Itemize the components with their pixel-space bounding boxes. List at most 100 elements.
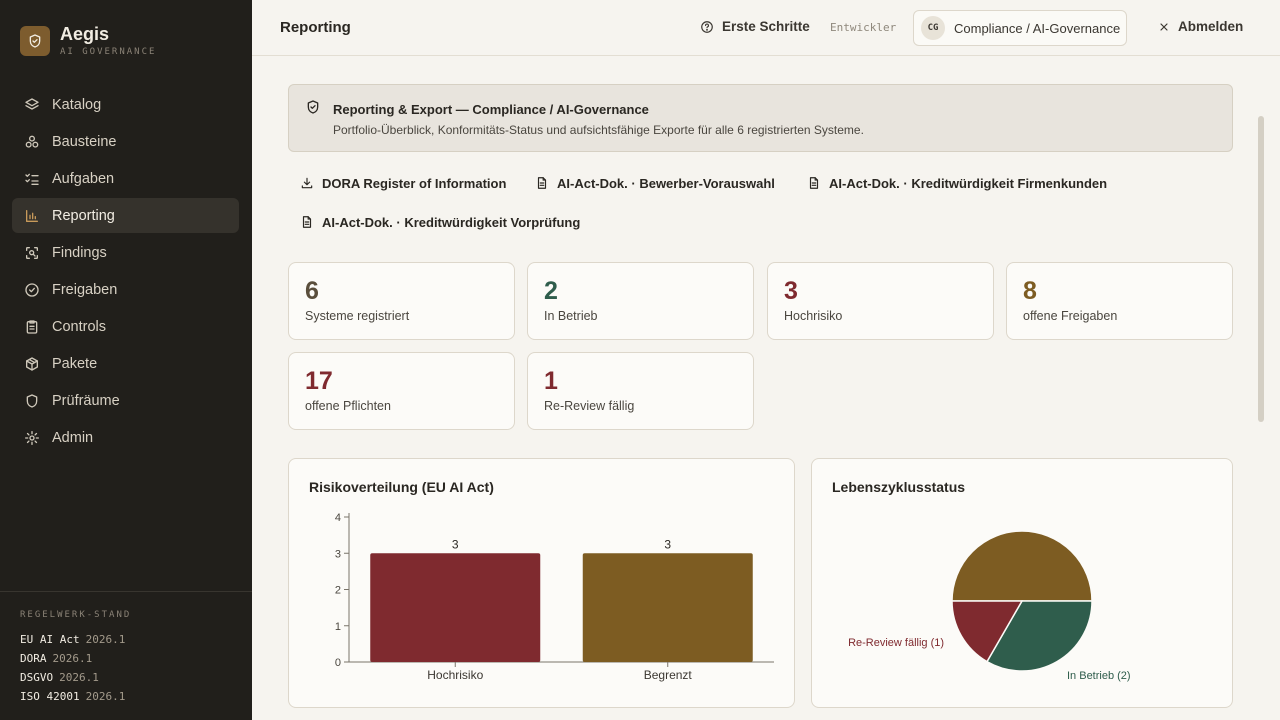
kpi-value: 17	[305, 367, 333, 395]
sidebar-item-prüfräume[interactable]: Prüfräume	[12, 383, 239, 418]
download-icon	[300, 176, 314, 190]
regulation-row: DORA 2026.1	[20, 649, 232, 668]
sidebar-item-controls[interactable]: Controls	[12, 309, 239, 344]
x-tick-label: Begrenzt	[644, 668, 693, 682]
export-button[interactable]: AI-Act-Dok. · Kreditwürdigkeit Vorprüfun…	[300, 209, 580, 235]
scrollbar[interactable]	[1258, 116, 1264, 422]
kpi-value: 1	[544, 367, 558, 395]
data-label: 3	[452, 537, 459, 551]
gear-icon	[24, 430, 40, 446]
y-tick-label: 0	[335, 657, 341, 669]
banner-description: Portfolio-Überblick, Konformitäts-Status…	[333, 123, 864, 137]
regulation-version: 2026.1	[52, 652, 93, 665]
kpi-label: Systeme registriert	[305, 309, 410, 323]
sidebar-item-aufgaben[interactable]: Aufgaben	[12, 161, 239, 196]
pie-slice	[951, 600, 1024, 663]
logout-label: Abmelden	[1178, 19, 1244, 34]
kpi-label: In Betrieb	[544, 309, 598, 323]
regulation-row: DSGVO 2026.1	[20, 668, 232, 687]
sidebar-item-label: Katalog	[52, 96, 102, 113]
kpi-card[interactable]: 2 In Betrieb	[527, 262, 754, 340]
regulation-version: 2026.1	[85, 633, 126, 646]
banner-title: Reporting & Export — Compliance / AI-Gov…	[333, 102, 649, 117]
regulation-status-heading: REGELWERK-STAND	[20, 610, 132, 620]
y-tick-label: 4	[335, 512, 341, 524]
sidebar: Aegis AI GOVERNANCE Katalog Bausteine Aufg…	[0, 0, 252, 720]
kpi-value: 8	[1023, 277, 1037, 305]
getting-started-button[interactable]: Erste Schritte	[700, 19, 810, 34]
y-tick-label: 3	[335, 548, 341, 560]
slice-label: Re-Review fällig (1)	[848, 637, 944, 649]
bar-chart-icon	[24, 208, 40, 224]
logout-button[interactable]: Abmelden	[1158, 19, 1243, 34]
risk-distribution-card: Risikoverteilung (EU AI Act) 0 1 2 3 4 3 Hochr…	[288, 458, 795, 708]
x-tick-label: Hochrisiko	[427, 668, 483, 682]
y-tick-label: 2	[335, 585, 341, 597]
sidebar-item-katalog[interactable]: Katalog	[12, 87, 239, 122]
slice-label: In Betrieb (2)	[1067, 670, 1131, 682]
sidebar-item-admin[interactable]: Admin	[12, 420, 239, 455]
page-title: Reporting	[280, 19, 351, 36]
y-tick-label: 1	[335, 621, 341, 633]
export-button[interactable]: DORA Register of Information	[300, 170, 506, 196]
regulation-row: EU AI Act 2026.1	[20, 630, 232, 649]
layers-icon	[24, 97, 40, 113]
document-icon	[300, 215, 314, 229]
sidebar-item-bausteine[interactable]: Bausteine	[12, 124, 239, 159]
shield-check-icon	[20, 26, 50, 56]
sidebar-item-reporting[interactable]: Reporting	[12, 198, 239, 233]
shield-check-icon	[305, 99, 321, 120]
sidebar-item-freigaben[interactable]: Freigaben	[12, 272, 239, 307]
chart-title: Lebenszyklusstatus	[832, 479, 966, 495]
export-label: AI-Act-Dok. · Kreditwürdigkeit Firmenkun…	[829, 175, 1108, 191]
regulation-name: DORA	[20, 652, 47, 665]
kpi-card[interactable]: 8 offene Freigaben	[1006, 262, 1233, 340]
regulation-name: ISO 42001	[20, 690, 80, 703]
export-label: DORA Register of Information	[322, 175, 507, 191]
export-button[interactable]: AI-Act-Dok. · Kreditwürdigkeit Firmenkun…	[807, 170, 1107, 196]
bar	[582, 553, 753, 662]
document-icon	[535, 176, 549, 190]
getting-started-label: Erste Schritte	[722, 19, 810, 34]
kpi-card[interactable]: 17 offene Pflichten	[288, 352, 515, 430]
sidebar-item-findings[interactable]: Findings	[12, 235, 239, 270]
document-icon	[807, 176, 821, 190]
kpi-card[interactable]: 6 Systeme registriert	[288, 262, 515, 340]
regulation-name: DSGVO	[20, 671, 54, 684]
info-banner: Reporting & Export — Compliance / AI-Gov…	[288, 84, 1233, 152]
kpi-card[interactable]: 1 Re-Review fällig	[527, 352, 754, 430]
kpi-card[interactable]: 3 Hochrisiko	[767, 262, 994, 340]
kpi-value: 3	[784, 277, 798, 305]
kpi-label: offene Freigaben	[1023, 309, 1118, 323]
regulation-status: REGELWERK-STAND EU AI Act 2026.1 DORA 2026.…	[0, 591, 252, 706]
pie-slice	[951, 530, 1093, 602]
blocks-icon	[24, 134, 40, 150]
tenant-switcher[interactable]: CG Compliance / AI-Governance	[913, 10, 1127, 46]
export-label: AI-Act-Dok. · Bewerber-Vorauswahl	[557, 175, 775, 191]
export-label: AI-Act-Dok. · Kreditwürdigkeit Vorprüfun…	[322, 214, 581, 230]
regulation-version: 2026.1	[85, 690, 126, 703]
kpi-label: Re-Review fällig	[544, 399, 635, 413]
brand-subtitle: AI GOVERNANCE	[60, 47, 157, 57]
clipboard-icon	[24, 319, 40, 335]
brand-name: Aegis	[60, 24, 110, 44]
sidebar-item-pakete[interactable]: Pakete	[12, 346, 239, 381]
regulation-row: ISO 42001 2026.1	[20, 687, 232, 706]
sidebar-item-label: Bausteine	[52, 133, 117, 150]
sidebar-item-label: Prüfräume	[52, 392, 120, 409]
lifecycle-pie-chart: In Betrieb (2) Re-Review fällig (1)	[848, 530, 1131, 682]
regulation-name: EU AI Act	[20, 633, 80, 646]
chart-title: Risikoverteilung (EU AI Act)	[309, 479, 494, 495]
brand[interactable]: Aegis AI GOVERNANCE	[20, 24, 156, 57]
kpi-label: offene Pflichten	[305, 399, 391, 413]
regulation-version: 2026.1	[59, 671, 99, 684]
package-icon	[24, 356, 40, 372]
bar	[370, 553, 541, 662]
export-button[interactable]: AI-Act-Dok. · Bewerber-Vorauswahl	[535, 170, 775, 196]
data-label: 3	[664, 537, 671, 551]
shield-icon	[24, 393, 40, 409]
checklist-icon	[24, 171, 40, 187]
developer-label[interactable]: Entwickler	[830, 21, 897, 34]
tenant-name: Compliance / AI-Governance	[954, 20, 1121, 36]
sidebar-item-label: Admin	[52, 429, 94, 446]
